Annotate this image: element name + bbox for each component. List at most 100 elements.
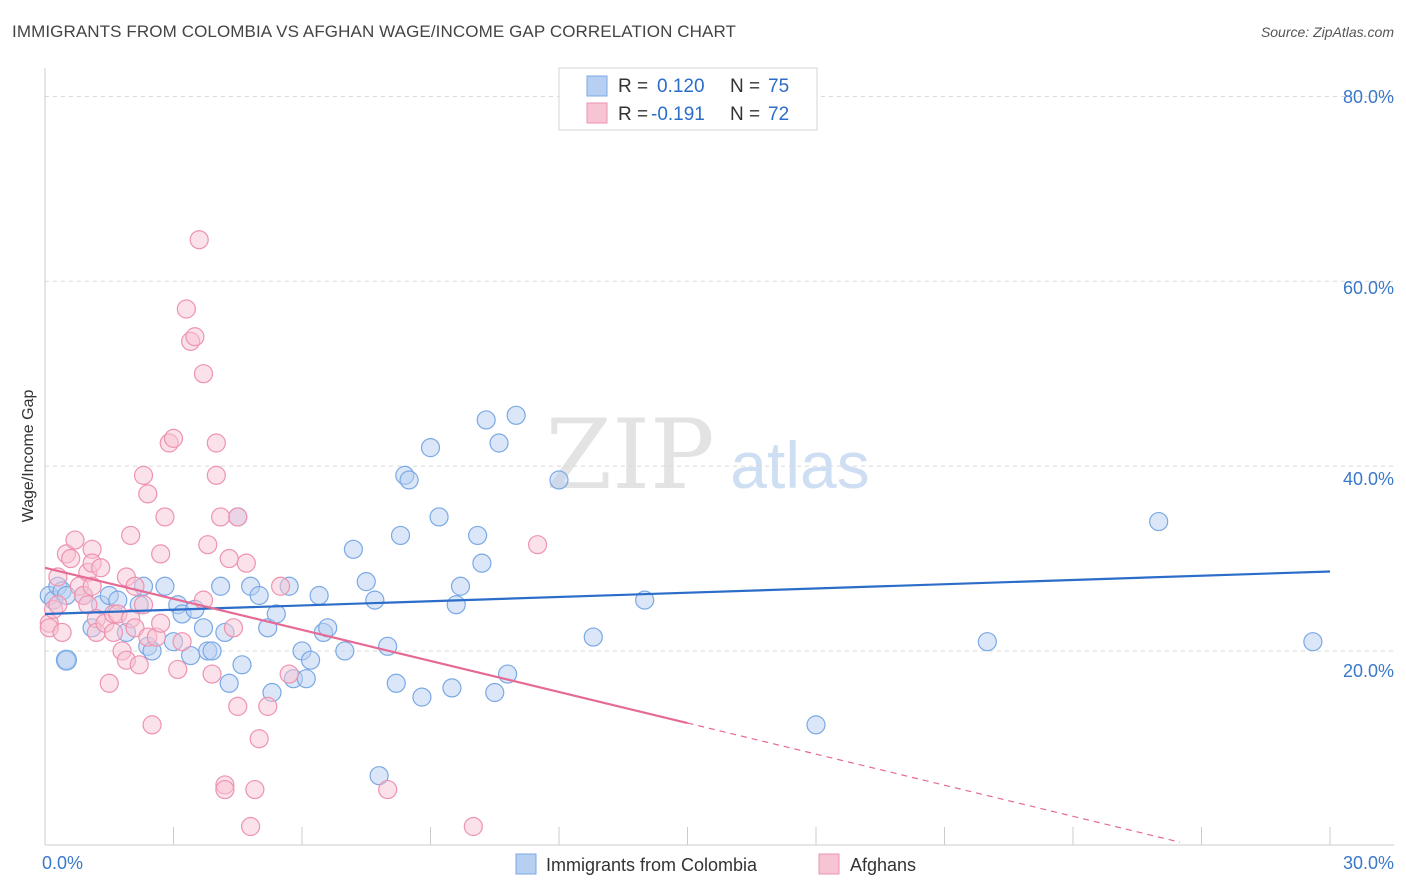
point-pink-69 [527,535,548,555]
point-pink-58 [228,507,248,527]
point-pink-33 [133,595,154,615]
x-tick-label-min: 0.0% [42,853,83,873]
point-pink-38 [151,544,171,564]
point-pink-42 [168,659,188,680]
trend-lines [44,566,1331,843]
point-blue-43 [335,641,355,661]
point-pink-8 [65,530,85,550]
point-blue-47 [369,766,389,786]
chart-source: Source: ZipAtlas.com [1260,24,1394,40]
point-blue-46 [365,590,385,610]
point-blue-71 [1149,511,1169,532]
point-pink-56 [215,779,235,800]
trend-line-dashed-pink [687,722,1181,843]
chart-title: IMMIGRANTS FROM COLOMBIA VS AFGHAN WAGE/… [12,22,737,41]
point-pink-62 [245,779,265,800]
point-pink-41 [163,428,184,448]
legend-swatch-afghans [586,102,608,124]
legend-r-label-afghans: R = [618,104,648,125]
point-pink-32 [133,465,154,485]
point-pink-39 [155,507,175,527]
point-pink-68 [463,816,483,837]
point-blue-66 [549,470,569,490]
legend-n-label-colombia: N = [730,76,760,97]
point-blue-52 [399,470,419,490]
point-pink-66 [279,664,299,684]
point-blue-29 [232,655,252,675]
point-pink-46 [185,327,205,347]
point-blue-34 [266,604,286,624]
point-blue-67 [583,627,603,647]
legend-r-value-afghans: -0.191 [651,104,705,125]
point-pink-43 [172,632,192,652]
legend-swatch-colombia [586,75,608,97]
point-blue-59 [468,525,488,546]
y-tick-label-40: 40.0% [1343,469,1394,489]
point-blue-65 [506,405,526,425]
legend-r-value-colombia: 0.120 [657,76,705,97]
point-blue-40 [309,585,329,606]
point-blue-54 [420,438,441,458]
point-pink-12 [78,595,98,615]
point-pink-70 [219,548,239,569]
point-blue-44 [343,539,363,559]
point-blue-58 [450,576,471,596]
point-pink-22 [103,622,124,643]
y-tick-label-20: 20.0% [1343,661,1394,681]
legend-n-value-afghans: 72 [768,104,789,125]
point-blue-61 [476,410,496,430]
point-blue-27 [219,673,239,693]
point-pink-52 [206,433,226,453]
point-pink-36 [142,715,162,735]
point-pink-20 [99,673,119,693]
point-pink-65 [270,576,291,596]
point-pink-5 [52,622,72,643]
point-blue-60 [472,553,492,573]
point-pink-7 [61,548,81,569]
point-pink-18 [91,558,111,578]
point-blue-55 [429,507,449,527]
point-pink-44 [176,299,196,319]
point-pink-64 [258,696,278,716]
point-pink-30 [125,618,145,638]
point-blue-38 [296,669,316,689]
trend-line-blue [44,570,1331,616]
series-legend: Immigrants from Colombia Afghans [515,853,916,875]
point-blue-56 [442,678,462,698]
legend-n-value-colombia: 75 [768,76,789,97]
point-blue-24 [202,641,222,661]
point-pink-29 [125,576,145,596]
legend-r-label-colombia: R = [618,76,648,97]
point-blue-31 [249,585,269,606]
series-legend-swatch-colombia [515,853,537,875]
point-pink-34 [138,484,158,504]
point-pink-31 [129,655,149,675]
point-blue-39 [300,650,321,670]
point-pink-60 [236,553,256,573]
y-axis-title: Wage/Income Gap [20,390,37,523]
data-points [39,230,1323,837]
point-blue-22 [193,618,214,638]
point-blue-45 [356,572,376,592]
point-pink-47 [189,230,209,250]
point-pink-71 [151,613,171,633]
point-pink-48 [193,364,214,384]
point-pink-61 [241,816,261,837]
point-pink-53 [206,465,226,485]
point-pink-57 [223,618,244,638]
point-blue-53 [412,687,432,707]
point-blue-50 [390,525,411,546]
point-pink-4 [48,595,68,615]
point-blue-16 [155,576,175,596]
point-blue-57 [446,595,466,615]
correlation-legend: R = 0.120 N = 75 R = -0.191 N = 72 [558,67,818,131]
point-pink-54 [211,507,231,527]
point-pink-50 [198,535,218,555]
series-legend-swatch-afghans [818,853,840,875]
watermark-atlas: atlas [730,428,869,502]
trend-line-pink [44,566,688,725]
point-blue-72 [1303,632,1323,652]
point-blue-25 [211,576,231,596]
series-legend-label-afghans: Afghans [850,855,916,875]
